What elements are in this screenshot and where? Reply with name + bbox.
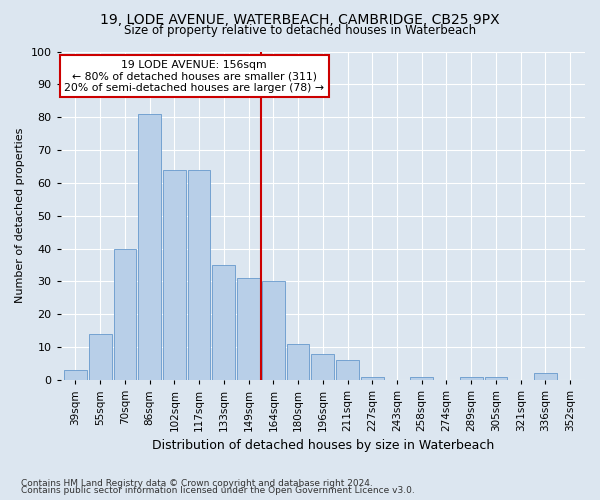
Text: Size of property relative to detached houses in Waterbeach: Size of property relative to detached ho…	[124, 24, 476, 37]
Bar	[485, 376, 508, 380]
Bar	[113, 248, 136, 380]
Bar	[163, 170, 186, 380]
Bar	[361, 376, 383, 380]
Bar	[89, 334, 112, 380]
Bar	[64, 370, 87, 380]
Bar	[311, 354, 334, 380]
Y-axis label: Number of detached properties: Number of detached properties	[15, 128, 25, 304]
Bar	[138, 114, 161, 380]
Bar	[460, 376, 482, 380]
Bar	[287, 344, 310, 380]
Text: Contains public sector information licensed under the Open Government Licence v3: Contains public sector information licen…	[21, 486, 415, 495]
Bar	[212, 265, 235, 380]
Bar	[188, 170, 211, 380]
Bar	[237, 278, 260, 380]
Bar	[262, 282, 284, 380]
Text: 19, LODE AVENUE, WATERBEACH, CAMBRIDGE, CB25 9PX: 19, LODE AVENUE, WATERBEACH, CAMBRIDGE, …	[100, 12, 500, 26]
X-axis label: Distribution of detached houses by size in Waterbeach: Distribution of detached houses by size …	[152, 440, 494, 452]
Text: 19 LODE AVENUE: 156sqm
← 80% of detached houses are smaller (311)
20% of semi-de: 19 LODE AVENUE: 156sqm ← 80% of detached…	[64, 60, 325, 93]
Bar	[336, 360, 359, 380]
Bar	[534, 374, 557, 380]
Bar	[410, 376, 433, 380]
Text: Contains HM Land Registry data © Crown copyright and database right 2024.: Contains HM Land Registry data © Crown c…	[21, 478, 373, 488]
